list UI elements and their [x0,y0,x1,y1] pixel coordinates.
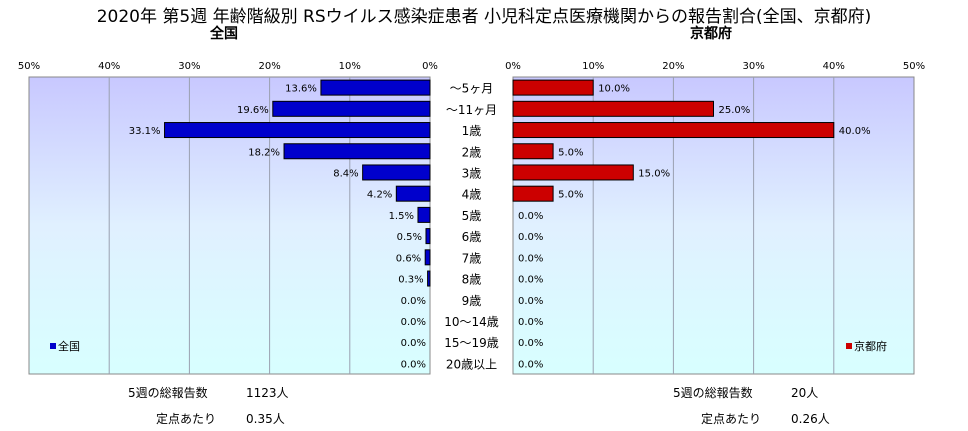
category-label: 6歳 [462,230,482,244]
national-data-label: 8.4% [333,168,358,179]
right-x-tick-label: 50% [903,61,925,72]
left-x-tick-label: 20% [258,61,280,72]
left-panel-label: 全国 [210,26,238,42]
kyoto-bar [512,100,714,117]
national-per-value: 0.35人 [246,412,285,426]
national-bar [424,249,431,266]
national-bar [283,143,431,160]
kyoto-data-label: 0.0% [518,296,543,307]
national-bar [362,164,431,181]
kyoto-per-value: 0.26人 [791,412,830,426]
national-data-label: 13.6% [285,84,317,95]
national-legend-swatch [50,343,56,349]
kyoto-data-label: 5.0% [558,190,583,201]
national-bar [417,206,431,223]
kyoto-data-label: 15.0% [638,168,670,179]
kyoto-data-label: 0.0% [518,253,543,264]
kyoto-data-label: 10.0% [598,84,630,95]
national-bar [395,185,431,202]
left-x-tick-label: 30% [178,61,200,72]
left-plot-area [28,76,431,375]
kyoto-data-label: 0.0% [518,338,543,349]
national-data-label: 0.0% [401,317,426,328]
category-label: ～11ヶ月 [446,103,497,117]
national-data-label: 4.2% [367,190,392,201]
category-label: 4歳 [462,188,482,202]
national-data-label: 0.5% [397,232,422,243]
national-data-label: 0.0% [401,359,426,370]
kyoto-bar [512,143,554,160]
national-data-label: 33.1% [129,126,161,137]
national-data-label: 19.6% [237,105,269,116]
category-label: 8歳 [462,273,482,287]
chart-title: 2020年 第5週 年齢階級別 RSウイルス感染症患者 小児科定点医療機関からの… [96,7,872,27]
kyoto-per-label: 定点あたり [701,412,762,426]
national-data-label: 0.6% [396,253,421,264]
kyoto-data-label: 0.0% [518,275,543,286]
national-data-label: 18.2% [248,147,280,158]
left-x-tick-label: 0% [422,61,438,72]
kyoto-bar [512,122,835,139]
category-label: 2歳 [462,145,482,159]
category-label: 9歳 [462,294,482,308]
category-label: 5歳 [462,209,482,223]
left-x-tick-label: 50% [18,61,40,72]
national-data-label: 0.0% [401,296,426,307]
national-data-label: 0.3% [398,275,423,286]
category-label: 3歳 [462,166,482,180]
left-x-tick-label: 40% [98,61,120,72]
kyoto-legend-swatch [846,343,852,349]
kyoto-bar [512,185,554,202]
kyoto-total-value: 20人 [791,386,819,400]
kyoto-data-label: 40.0% [839,126,871,137]
national-bar [425,228,431,245]
category-label: 7歳 [462,251,482,265]
right-x-tick-label: 30% [742,61,764,72]
kyoto-total-label: 5週の総報告数 [673,386,753,400]
right-x-tick-label: 40% [823,61,845,72]
national-total-label: 5週の総報告数 [128,386,208,400]
national-bar [164,122,431,139]
category-label: 15～19歳 [444,336,499,350]
national-bar [427,270,431,287]
national-bar [320,79,431,96]
kyoto-data-label: 0.0% [518,317,543,328]
left-x-tick-label: 10% [339,61,361,72]
category-label: ～5ヶ月 [450,82,494,96]
right-panel-label: 京都府 [690,26,732,42]
national-total-value: 1123人 [246,386,289,400]
kyoto-data-label: 0.0% [518,232,543,243]
right-x-tick-label: 20% [662,61,684,72]
kyoto-legend-label: 京都府 [854,339,887,353]
national-bar [272,100,431,117]
kyoto-data-label: 25.0% [719,105,751,116]
kyoto-bar [512,164,634,181]
kyoto-bar [512,79,594,96]
national-legend-label: 全国 [58,339,80,353]
national-data-label: 1.5% [389,211,414,222]
kyoto-data-label: 0.0% [518,359,543,370]
category-label: 10～14歳 [444,315,499,329]
right-plot-area [512,76,915,375]
national-per-label: 定点あたり [156,412,217,426]
kyoto-data-label: 5.0% [558,147,583,158]
right-x-tick-label: 0% [505,61,521,72]
kyoto-data-label: 0.0% [518,211,543,222]
right-x-tick-label: 10% [582,61,604,72]
category-label: 20歳以上 [446,357,497,371]
category-label: 1歳 [462,124,482,138]
national-data-label: 0.0% [401,338,426,349]
